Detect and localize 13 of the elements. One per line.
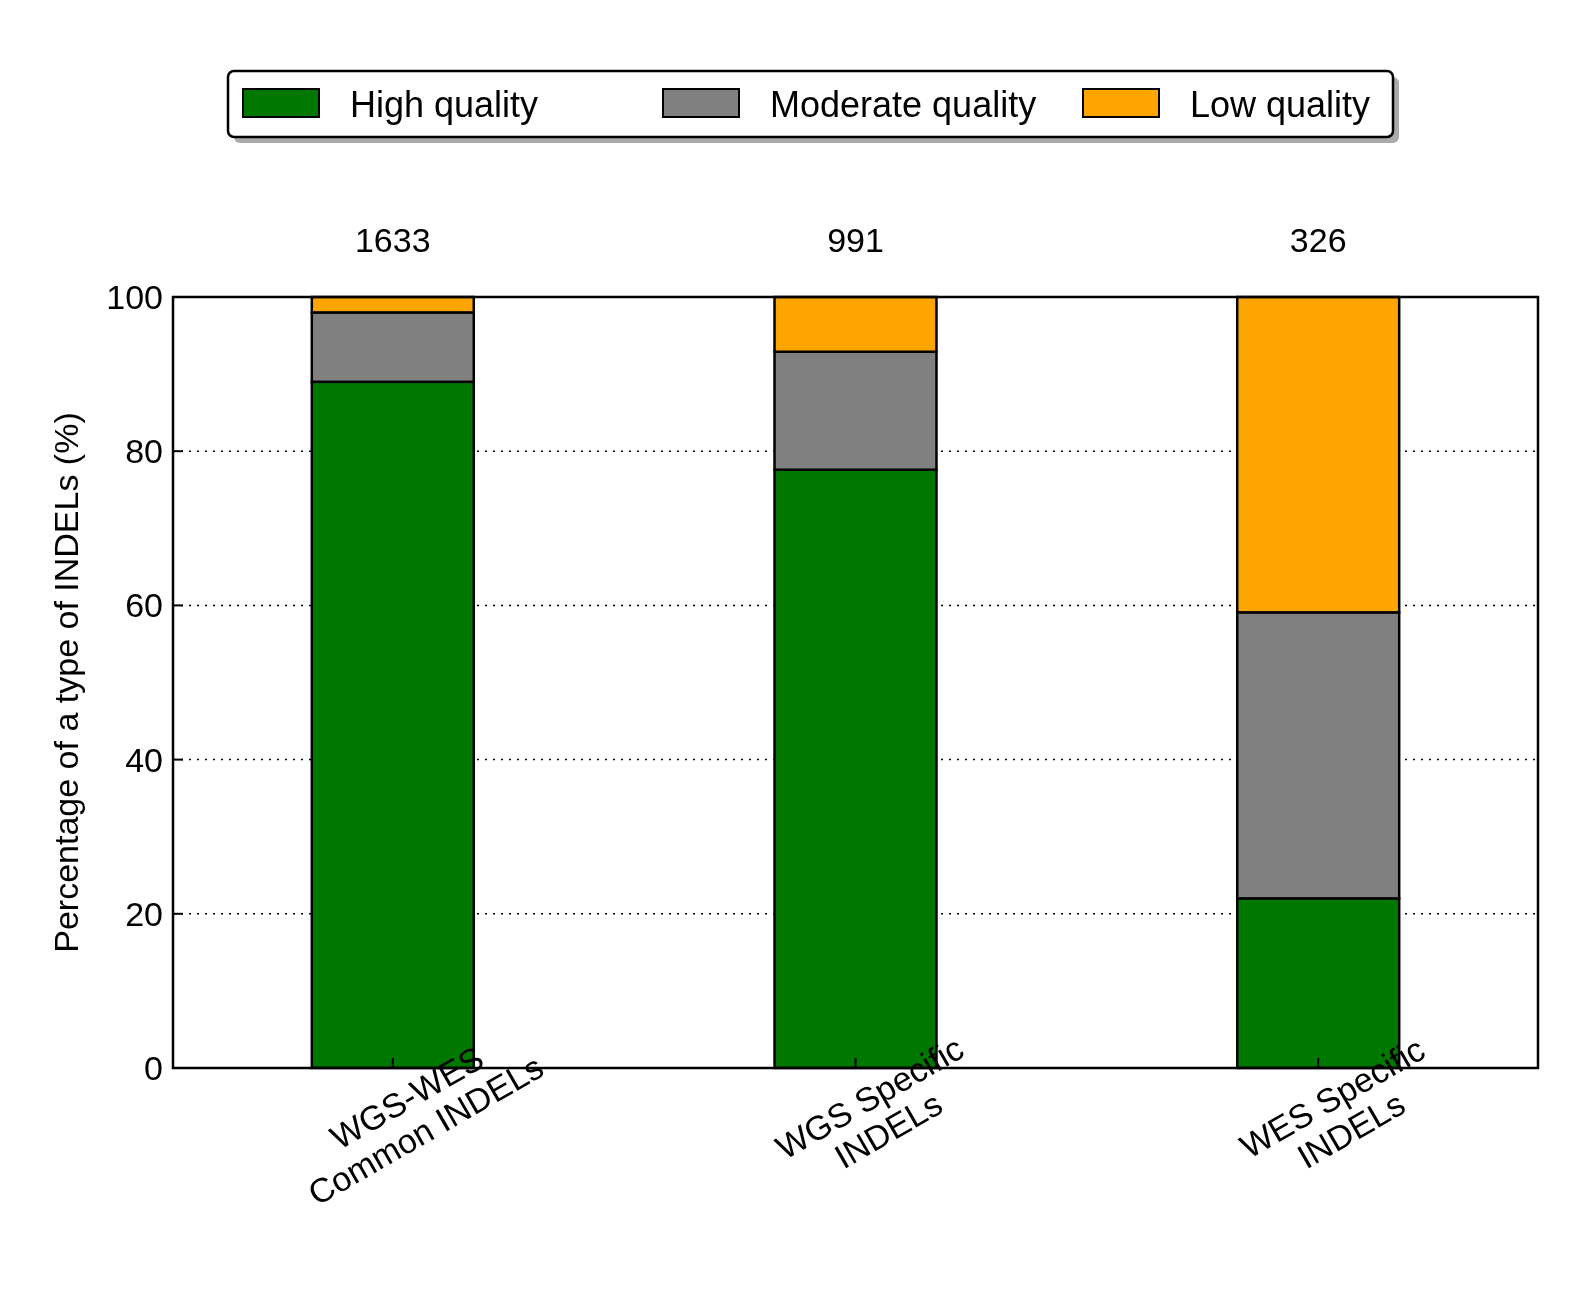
annotation: 326 [1289, 221, 1347, 259]
y-tick-label: 80 [125, 432, 163, 471]
y-tick-label: 100 [106, 277, 163, 316]
annotation: 1633 [354, 221, 431, 259]
legend-label: High quality [350, 83, 539, 125]
y-tick-label: 0 [144, 1048, 163, 1087]
y-tick-label: 40 [125, 740, 163, 779]
y-axis-title: Percentage of a type of INDELs (%) [47, 412, 85, 953]
legend-label: Moderate quality [770, 83, 1037, 125]
legend-label: Low quality [1190, 83, 1371, 125]
annotation: 991 [827, 221, 884, 259]
y-tick-label: 20 [125, 894, 163, 933]
y-tick-label: 60 [125, 586, 163, 625]
